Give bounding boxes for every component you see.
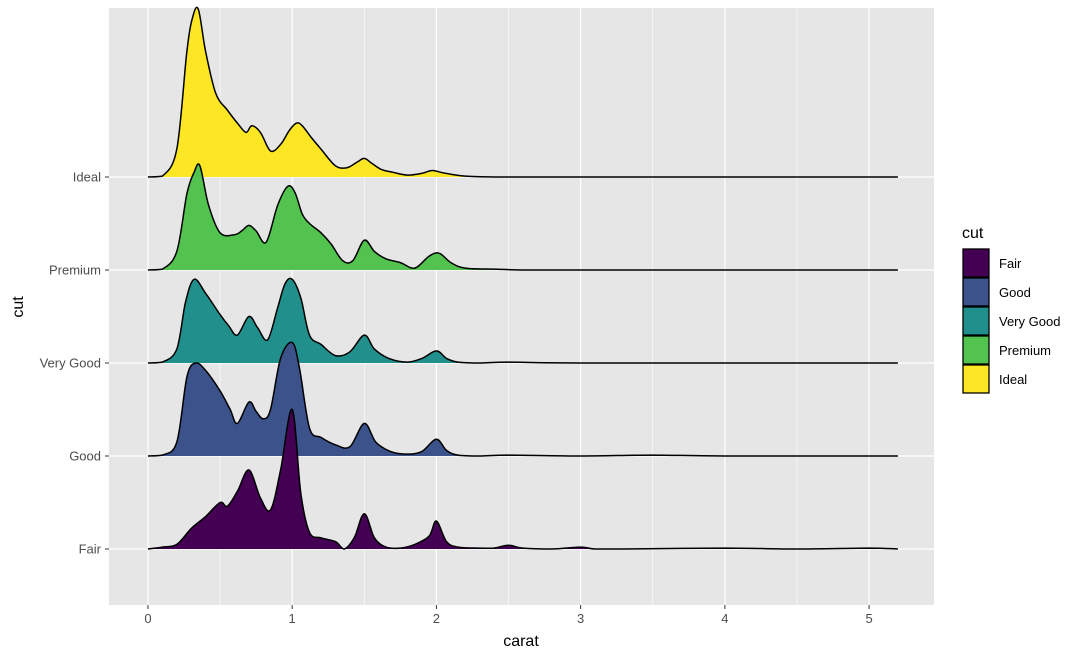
x-tick-label: 5 bbox=[865, 611, 872, 626]
y-tick-label: Good bbox=[69, 449, 101, 464]
legend-label: Good bbox=[999, 285, 1031, 300]
ridge-fill-premium bbox=[147, 163, 898, 270]
ridge-outline-ideal bbox=[147, 6, 898, 178]
legend-label: Fair bbox=[999, 256, 1022, 271]
legend: cut Fair Good Very Good Premium Ideal bbox=[962, 225, 1060, 394]
ridge-fill-good bbox=[147, 342, 898, 456]
ridge-fill-fair bbox=[147, 409, 898, 549]
y-axis: Fair Good Very Good Premium Ideal bbox=[40, 170, 109, 557]
x-tick-label: 4 bbox=[721, 611, 728, 626]
y-tick-label: Ideal bbox=[73, 170, 101, 185]
legend-key-good bbox=[962, 277, 990, 307]
legend-label: Ideal bbox=[999, 372, 1027, 387]
ridge-outline-fair bbox=[147, 408, 898, 550]
legend-label: Very Good bbox=[999, 314, 1060, 329]
y-tick-label: Fair bbox=[79, 542, 102, 557]
legend-title: cut bbox=[962, 225, 984, 242]
ridge-fill-very-good bbox=[147, 278, 898, 363]
y-axis-title: cut bbox=[10, 296, 27, 318]
x-tick-label: 2 bbox=[433, 611, 440, 626]
ridge-outline-very-good bbox=[147, 277, 898, 364]
legend-key-very-good bbox=[962, 306, 990, 336]
legend-key-premium bbox=[962, 335, 990, 365]
y-tick-label: Very Good bbox=[40, 356, 101, 371]
x-tick-label: 1 bbox=[289, 611, 296, 626]
legend-label: Premium bbox=[999, 343, 1051, 358]
legend-key-ideal bbox=[962, 364, 990, 394]
ridge-outline-premium bbox=[147, 163, 898, 271]
ridge-outline-good bbox=[147, 341, 898, 457]
x-axis-title: carat bbox=[503, 633, 539, 650]
x-tick-label: 0 bbox=[144, 611, 151, 626]
legend-key-fair bbox=[962, 248, 990, 278]
ridge-fill-ideal bbox=[147, 7, 898, 178]
x-tick-label: 3 bbox=[577, 611, 584, 626]
x-axis: 0 1 2 3 4 5 bbox=[144, 605, 873, 626]
y-tick-label: Premium bbox=[49, 263, 101, 278]
density-ridges bbox=[147, 6, 898, 550]
